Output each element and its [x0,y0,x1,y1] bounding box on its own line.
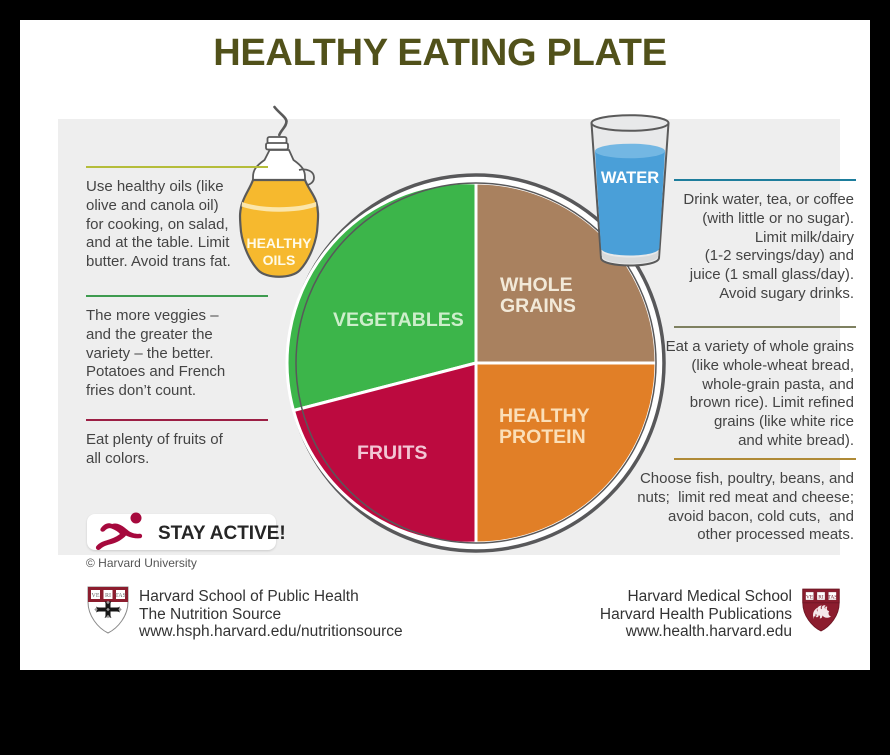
svg-text:RI: RI [105,593,111,599]
svg-text:GRAINS: GRAINS [500,295,576,317]
svg-text:RI: RI [818,594,824,600]
svg-text:TAS: TAS [827,594,837,600]
svg-text:FRUITS: FRUITS [357,442,427,464]
svg-text:PROTEIN: PROTEIN [499,426,586,448]
svg-text:VEGETABLES: VEGETABLES [333,309,464,331]
svg-text:VE: VE [92,593,100,599]
svg-text:WHOLE: WHOLE [500,274,573,296]
svg-text:VE: VE [806,594,814,600]
svg-text:TAS: TAS [115,593,126,599]
svg-text:HEALTHY: HEALTHY [499,405,590,427]
